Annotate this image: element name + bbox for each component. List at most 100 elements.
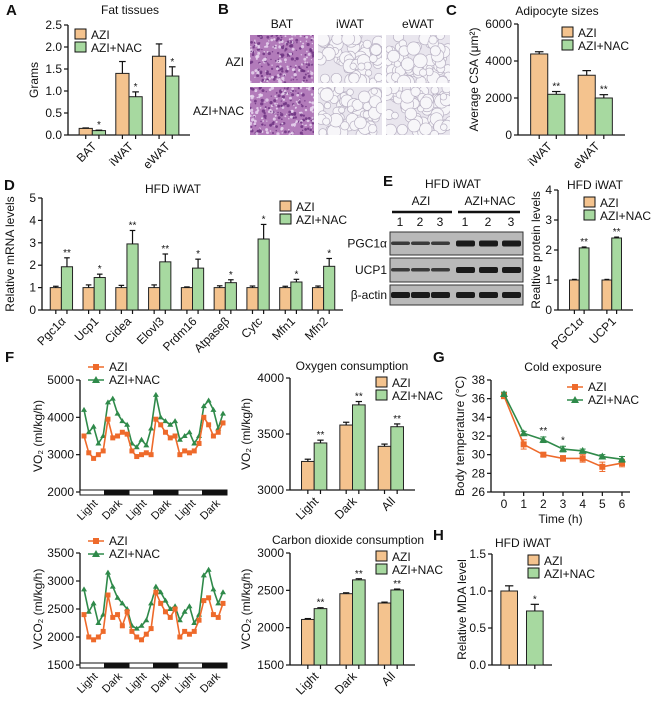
data-point [143, 442, 150, 448]
data-point [81, 586, 87, 592]
y-tick-label: 4000 [47, 410, 74, 424]
data-point [129, 628, 135, 634]
data-point [176, 436, 183, 442]
data-point [115, 433, 121, 439]
data-point [81, 612, 87, 618]
y-tick-label: 4 [545, 183, 552, 197]
data-point [134, 454, 140, 460]
significance-marker: * [561, 435, 565, 446]
data-point [109, 583, 116, 589]
band-label: PGC1α [347, 237, 387, 251]
data-point [115, 612, 121, 618]
significance-marker: * [262, 214, 266, 225]
phase-label: Light [124, 498, 149, 523]
y-tick-label: 32 [472, 429, 486, 443]
bar-azi-nac [128, 96, 143, 136]
protein-band [431, 292, 450, 298]
data-point [138, 622, 145, 628]
data-point [81, 433, 87, 439]
legend-swatch [527, 554, 540, 566]
bar-azi-nac [165, 75, 180, 136]
data-point [153, 589, 159, 595]
bar-azi [279, 287, 292, 311]
data-point [148, 600, 155, 606]
y-tick-label: 5 [29, 191, 36, 205]
data-point [119, 418, 126, 424]
bar-azi [377, 445, 392, 491]
y-tick-label: 1.5 [45, 62, 62, 76]
data-point [186, 631, 192, 637]
phase-bar-dark [153, 662, 179, 669]
y-tick-label: 3 [29, 236, 36, 250]
protein-band [411, 241, 430, 245]
y-tick-label: 0 [545, 303, 552, 317]
bar-azi-nac [390, 426, 404, 491]
phase-label: Dark [100, 497, 125, 522]
x-tick-label: 4 [579, 497, 586, 511]
data-point [134, 634, 140, 640]
data-point [119, 623, 125, 629]
data-point [167, 614, 173, 620]
y-axis-label: Body temperature (°C) [453, 376, 467, 496]
column-header: eWAT [402, 17, 435, 31]
y-tick-label: 2.5 [45, 18, 62, 32]
y-tick-label: 0 [29, 303, 36, 317]
y-tick-label: 38 [472, 373, 486, 387]
data-point [215, 429, 221, 435]
bar-azi [151, 55, 167, 136]
x-tick-label: 5 [599, 497, 606, 511]
significance-marker: * [229, 270, 233, 281]
bar-azi [148, 287, 161, 311]
legend-swatch [583, 209, 596, 221]
histology-image-0-0 [250, 35, 314, 83]
data-point [200, 572, 207, 578]
legend-label: AZI [588, 380, 607, 394]
y-tick-label: 2000 [257, 621, 284, 635]
y-tick-label: 3 [545, 213, 552, 227]
group-label: AZI [412, 194, 431, 208]
data-point [619, 460, 625, 467]
band-label: β-actin [351, 288, 387, 302]
data-point [133, 444, 140, 450]
data-point [578, 446, 587, 454]
y-tick-label: 0.5 [469, 621, 486, 635]
bar-azi [115, 287, 128, 311]
histology-image-0-1 [250, 87, 314, 135]
chart-title: Carbon dioxide consumption [272, 533, 424, 547]
protein-band [391, 268, 410, 272]
significance-marker: * [170, 57, 174, 68]
y-tick-label: 28 [472, 466, 486, 480]
significance-marker: ** [600, 85, 608, 96]
bar-azi [82, 287, 95, 311]
bar-azi [569, 279, 580, 311]
data-point [110, 614, 116, 620]
y-tick-label: 0.0 [45, 128, 62, 142]
histology-image-1-1 [318, 87, 382, 135]
series-line-azi-nac [83, 568, 224, 630]
row-label: AZI+NAC [193, 104, 244, 118]
bar-azi-nac [526, 610, 544, 666]
phase-label: Dark [149, 497, 174, 522]
y-tick-label: 34 [472, 410, 486, 424]
data-point [105, 592, 111, 598]
legend-marker-square [572, 384, 578, 390]
data-point [104, 399, 111, 405]
bar-azi [213, 287, 226, 311]
data-point [210, 406, 217, 412]
y-tick-label: 2000 [47, 485, 74, 499]
phase-bar-dark [202, 489, 228, 496]
bar-azi [577, 74, 596, 136]
legend-label: AZI [109, 360, 128, 374]
data-point [206, 595, 212, 601]
data-point [210, 612, 216, 618]
y-axis-label: VO₂ (ml/kg/h) [31, 400, 45, 472]
legend-swatch [375, 563, 388, 575]
significance-marker: ** [355, 569, 363, 580]
protein-band [479, 267, 498, 273]
panel-label: F [5, 349, 14, 366]
significance-marker: ** [580, 237, 588, 248]
legend-label: AZI+NAC [91, 41, 142, 55]
data-point [124, 609, 130, 615]
